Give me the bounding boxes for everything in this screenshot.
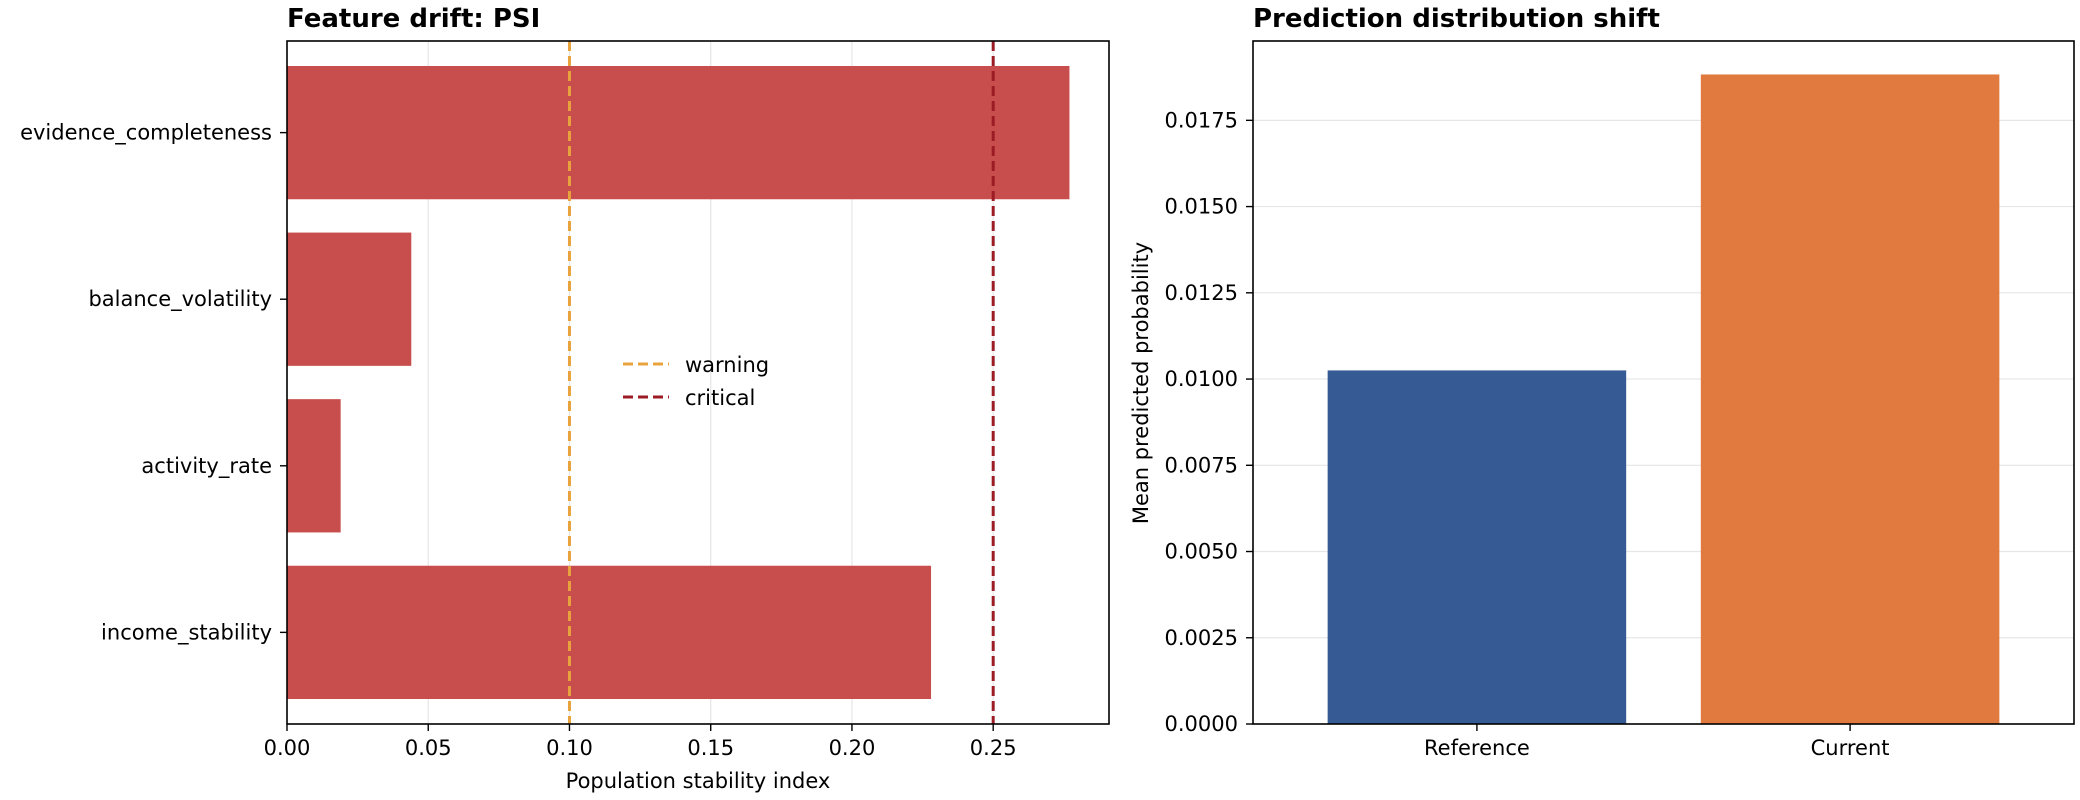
- psi-reference-lines: [567, 41, 995, 724]
- psi-y-tick-label: evidence_completeness: [20, 121, 272, 146]
- prediction-y-ticks: 0.0000 0.0025 0.0050 0.0075 0.0100 0.0125 0.01…: [1165, 108, 1253, 736]
- psi-x-tick-label: 0.10: [546, 736, 593, 760]
- psi-y-tick-label: income_stability: [101, 620, 272, 645]
- psi-x-axis-label: Population stability index: [566, 769, 831, 793]
- psi-bar-activity_rate: [287, 399, 341, 533]
- prediction-bar-reference: [1327, 370, 1627, 724]
- prediction-chart-title: Prediction distribution shift: [1253, 4, 1660, 34]
- prediction-bar-current: [1700, 74, 2000, 725]
- psi-legend: warning critical: [623, 353, 769, 410]
- prediction-y-tick-label: 0.0175: [1165, 108, 1238, 132]
- psi-bar-evidence_completeness: [287, 65, 1070, 200]
- prediction-y-tick-label: 0.0125: [1165, 281, 1238, 305]
- prediction-x-tick-label: Current: [1811, 736, 1890, 760]
- psi-x-tick-label: 0.00: [264, 736, 311, 760]
- prediction-x-tick-label: Reference: [1424, 736, 1530, 760]
- psi-bars: [287, 65, 1070, 700]
- psi-chart-title: Feature drift: PSI: [287, 4, 540, 34]
- prediction-y-axis-label: Mean predicted probability: [1129, 242, 1153, 524]
- prediction-plot-frame: [1252, 40, 2075, 725]
- psi-bar-balance_volatility: [287, 232, 412, 366]
- prediction-y-tick-label: 0.0025: [1165, 626, 1238, 650]
- legend-warning-label: warning: [685, 353, 769, 377]
- psi-x-tick-label: 0.15: [687, 736, 734, 760]
- psi-chart: Feature drift: PSI 0.00 0.05 0.10 0.15 0.20 0…: [20, 4, 1110, 793]
- psi-y-ticks: income_stability activity_rate balance_vol…: [20, 121, 287, 645]
- prediction-y-tick-label: 0.0100: [1165, 367, 1238, 391]
- psi-x-tick-label: 0.05: [405, 736, 452, 760]
- psi-bar-income_stability: [287, 565, 932, 700]
- psi-x-tick-label: 0.25: [970, 736, 1017, 760]
- legend-critical-label: critical: [685, 386, 755, 410]
- psi-x-tick-label: 0.20: [829, 736, 876, 760]
- prediction-y-tick-label: 0.0000: [1165, 712, 1238, 736]
- prediction-y-tick-label: 0.0050: [1165, 540, 1238, 564]
- prediction-chart: Prediction distribution shift 0.00000.00…: [1129, 4, 2075, 760]
- psi-y-tick-label: activity_rate: [141, 454, 272, 479]
- psi-plot-frame: [286, 40, 1110, 725]
- prediction-bars: [1327, 74, 2000, 725]
- prediction-x-ticks: Reference Current: [1424, 724, 1890, 760]
- psi-x-ticks: 0.00 0.05 0.10 0.15 0.20 0.25: [264, 724, 1017, 760]
- psi-y-tick-label: balance_volatility: [88, 287, 272, 312]
- prediction-y-tick-label: 0.0075: [1165, 453, 1238, 477]
- prediction-y-tick-label: 0.0150: [1165, 195, 1238, 219]
